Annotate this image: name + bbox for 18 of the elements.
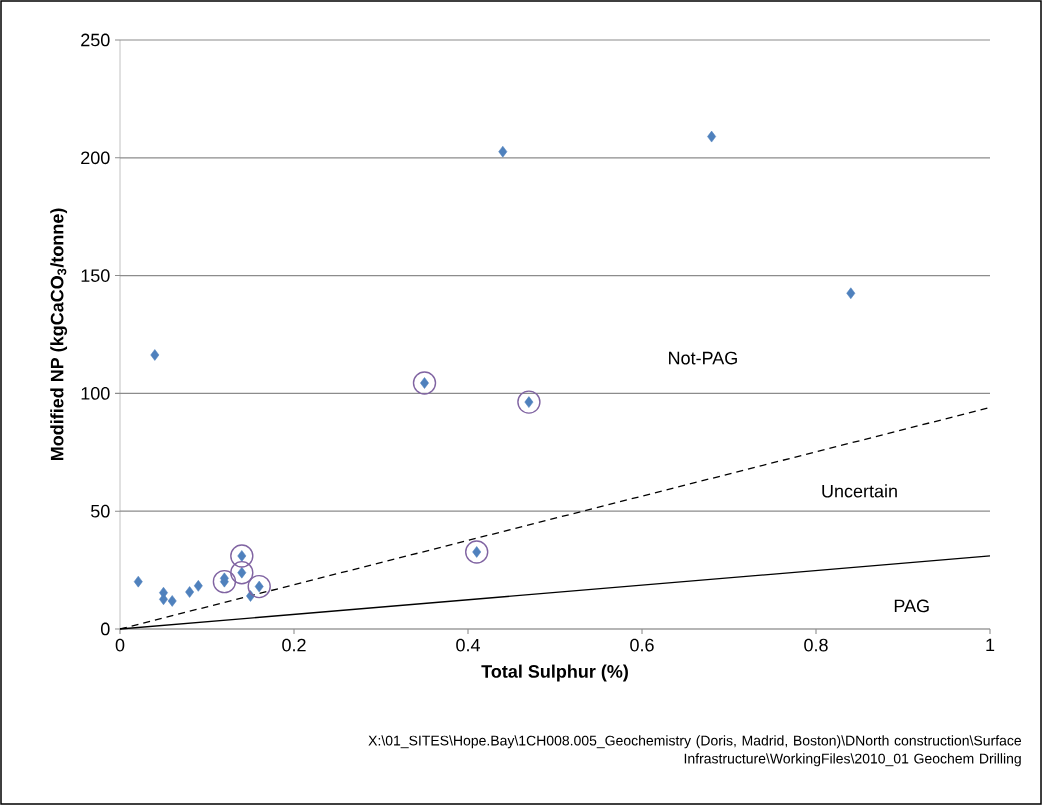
x-tick-label: 0 [115,638,125,652]
x-tick-label: 1 [986,638,995,652]
annotation: PAG [894,599,929,613]
annotation: Uncertain [822,484,897,498]
y-tick-label: 150 [81,269,110,282]
y-tick-label: 50 [90,504,110,518]
y-tick-label: 250 [81,33,110,47]
x-tick-label: 0.2 [282,638,306,652]
y-tick-label: 200 [81,151,110,165]
text: X:\01_SITES\Hope.Bay\1CH008.005_Geochemistry (Doris, Madrid, Boston)\DNorth construction\Surface Infrastructure\WorkingFiles\2010_01 Geochem Drilling [368,735,1022,767]
x-tick-label: 0.6 [630,638,654,652]
y-axis-title: Modified NP (kgCaCO$_{3}$/tonne) [50,208,68,461]
x-tick-label: 0.4 [456,638,480,652]
y-tick-label: 100 [81,387,110,400]
y-tick-label: 0 [101,622,110,636]
annotation: Not-PAG [669,351,737,365]
x-tick-label: 0.8 [804,638,828,652]
x-axis-title: Total Sulphur (%) [481,664,628,682]
